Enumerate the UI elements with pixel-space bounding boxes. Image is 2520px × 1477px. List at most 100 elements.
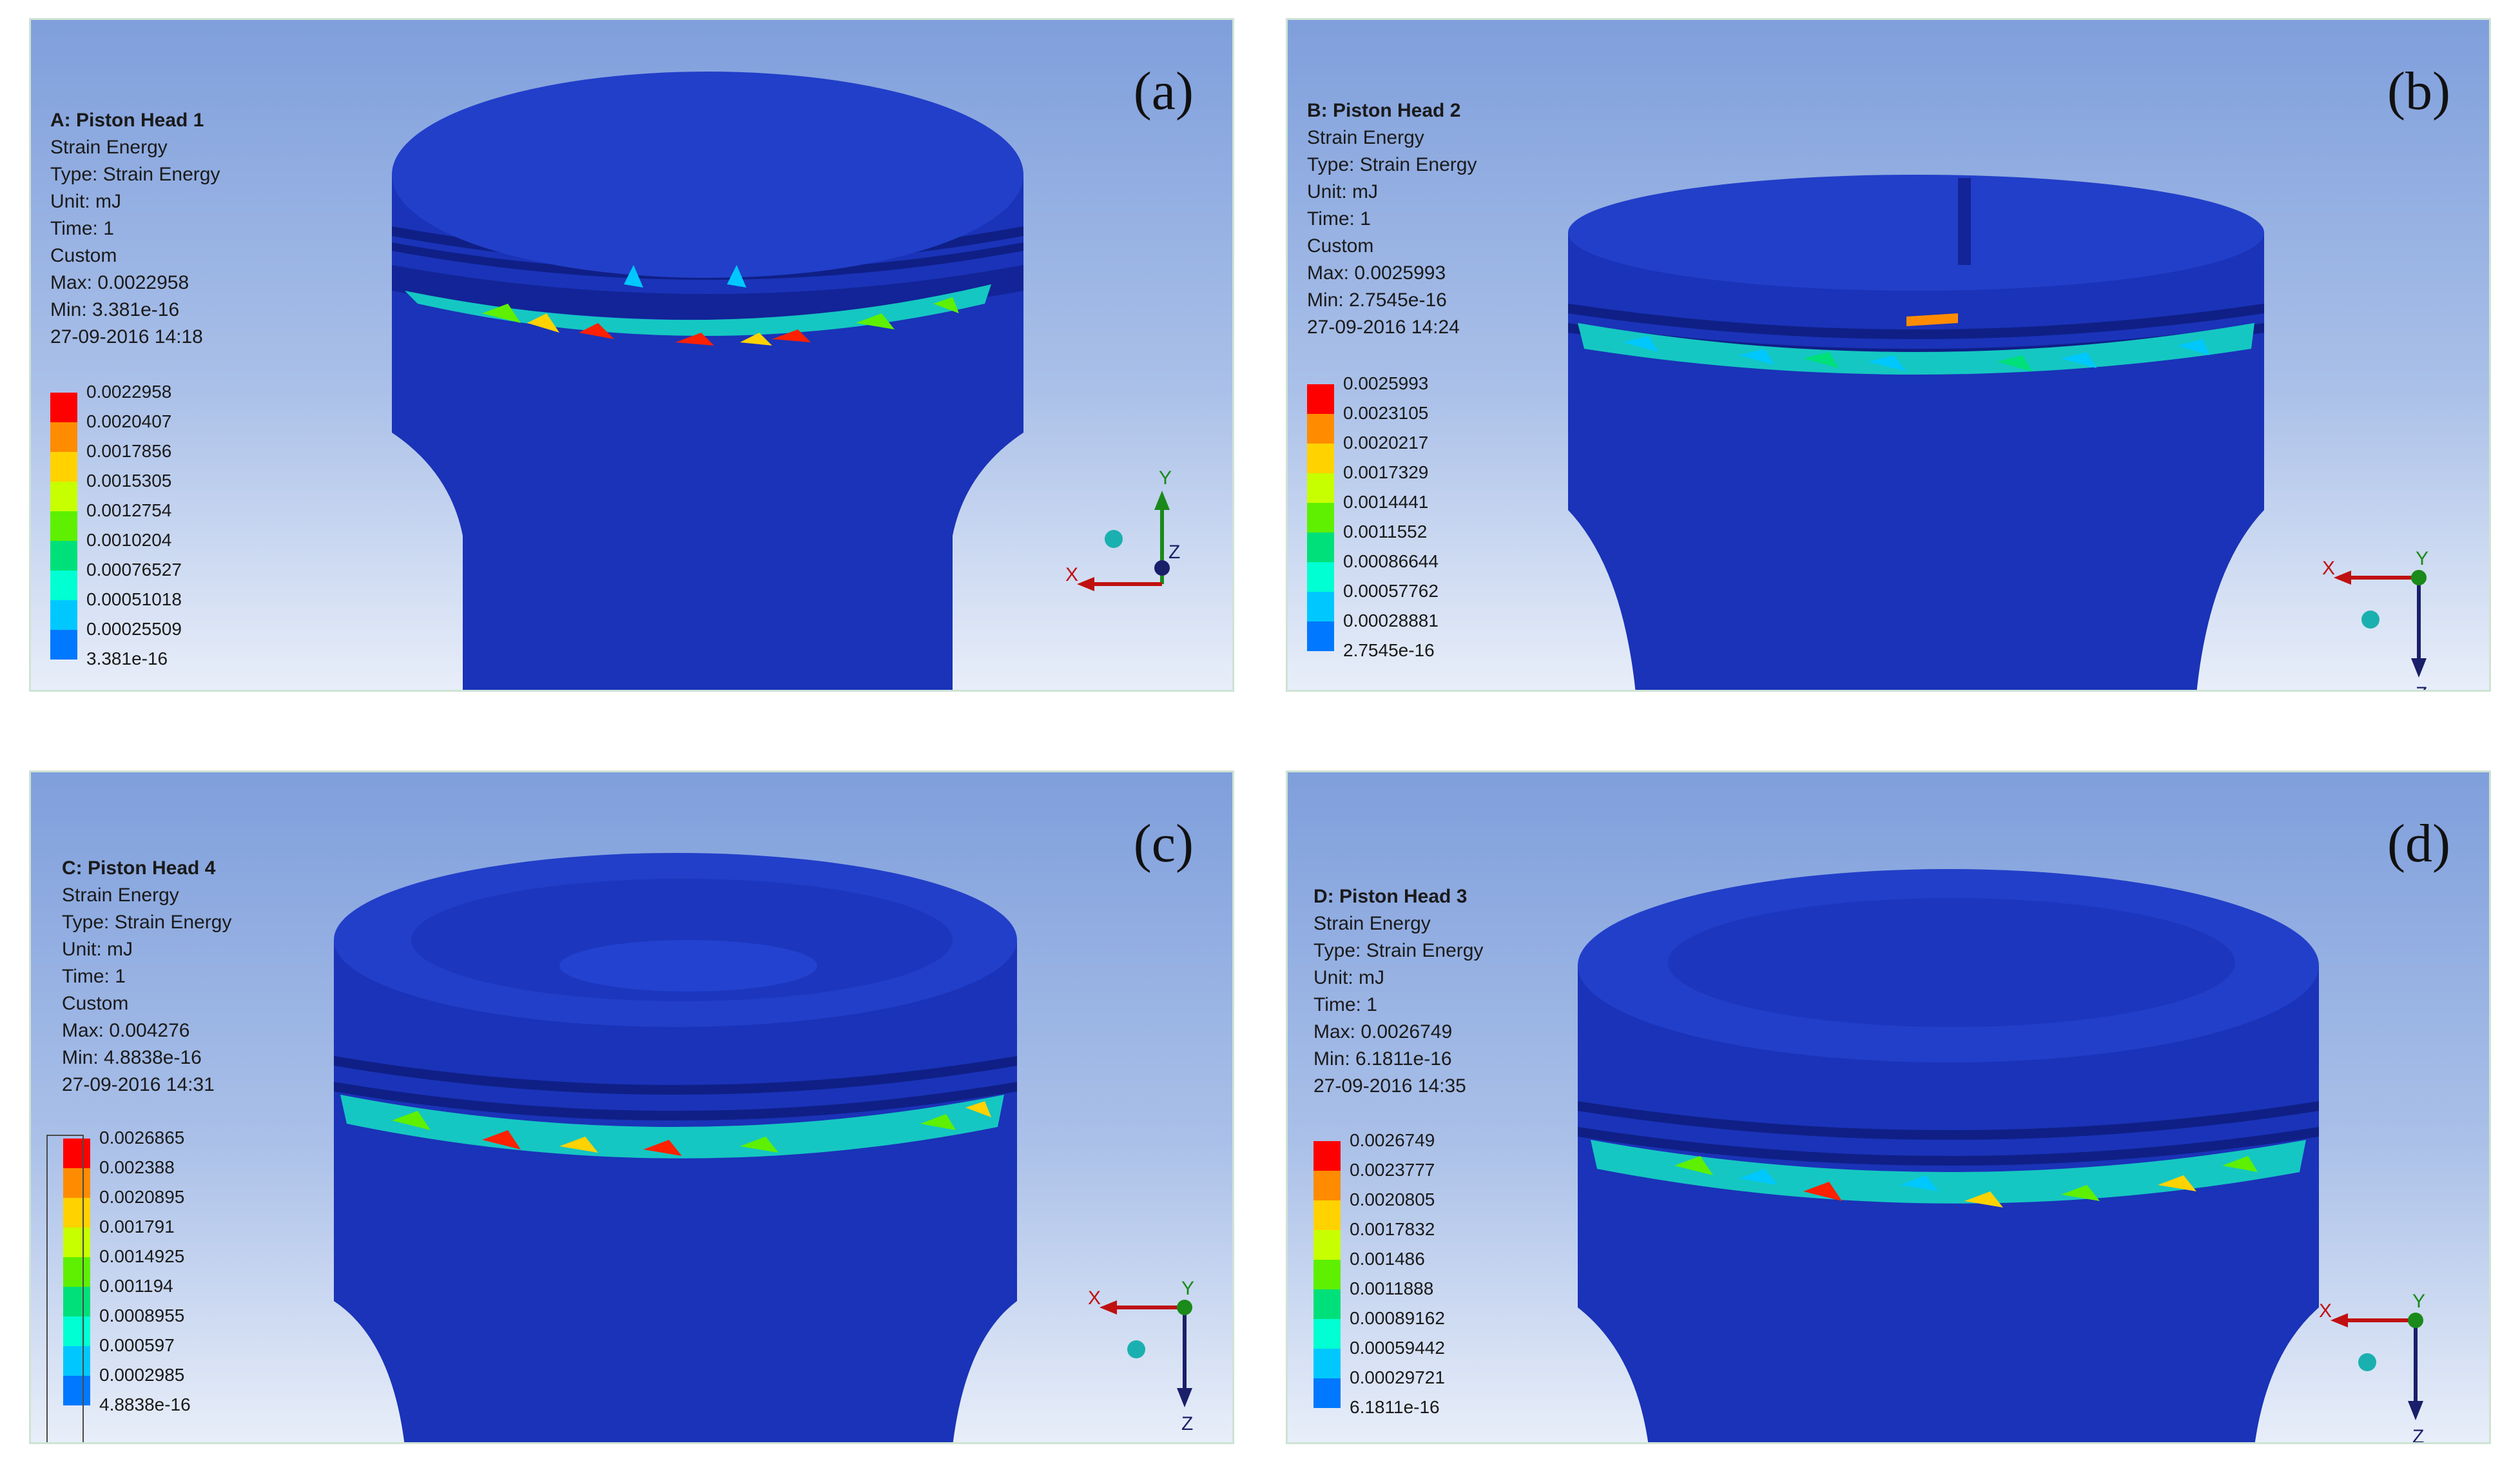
panel-label: (c) [1133,814,1194,874]
legend-value: 0.0012754 [86,500,172,520]
legend-value: 2.7545e-16 [1343,640,1435,660]
legend-swatch [50,630,77,660]
legend-value: 6.1811e-16 [1350,1397,1440,1417]
legend-value: 0.0023777 [1350,1160,1435,1180]
viewport-panel-b[interactable]: (b) B: Piston Head 2 Strain Energy Type:… [1286,18,2491,692]
legend-swatch [1313,1319,1341,1349]
legend-swatch [50,600,77,630]
result-title: B: Piston Head 2 [1307,100,1461,121]
legend-value: 0.00057762 [1343,581,1439,601]
legend-swatch [50,571,77,600]
legend-swatch [1313,1349,1341,1378]
legend-swatch [63,1198,90,1228]
legend-value: 0.001486 [1350,1249,1425,1269]
legend-value: 0.0023105 [1343,403,1429,423]
legend-value: 0.0020805 [1350,1189,1435,1209]
axis-triad[interactable]: Y X Z [2319,1266,2461,1444]
legend-swatch [50,511,77,541]
result-title: C: Piston Head 4 [62,857,216,879]
result-info-line: Min: 4.8838e-16 [62,1047,202,1068]
axis-z-label: Z [1181,1413,1193,1434]
result-info: D: Piston Head 3 Strain Energy Type: Str… [1313,883,1483,1100]
result-info-line: Strain Energy [1307,127,1424,148]
legend-value: 0.0017329 [1343,462,1429,482]
piston-model-a[interactable] [31,20,1234,692]
result-info-line: Unit: mJ [62,939,133,960]
piston-model-c[interactable] [31,772,1234,1444]
legend-value: 0.00089162 [1350,1308,1445,1328]
result-info-line: Time: 1 [1313,994,1377,1015]
legend-swatch [1307,621,1334,651]
viewport-panel-d[interactable]: (d) D: Piston Head 3 Strain Energy Type:… [1286,770,2491,1444]
legend-value: 0.0014925 [99,1246,185,1266]
legend-value: 0.0011552 [1343,522,1428,542]
legend-swatch [1313,1200,1341,1230]
result-info-line: 27-09-2016 14:24 [1307,317,1460,338]
piston-model-b[interactable] [1288,20,2491,692]
result-info-line: Unit: mJ [1307,181,1379,202]
legend-value: 0.002388 [99,1157,175,1177]
axis-z-label: Z [1168,542,1180,563]
legend-swatch [1313,1289,1341,1319]
legend-value: 0.0010204 [86,530,172,550]
axis-y-label: Y [2416,548,2428,569]
legend-swatch [63,1287,90,1316]
axis-x-label: X [2322,558,2335,579]
legend-swatch [63,1139,90,1168]
axis-z-label: Z [2416,683,2427,692]
result-info-line: Min: 3.381e-16 [50,299,180,320]
axis-y-label: Y [1159,467,1172,489]
panel-label: (a) [1133,61,1194,121]
legend-swatch [63,1346,90,1376]
axis-triad[interactable]: Y X Z [1088,1253,1230,1444]
axis-x-label: X [1088,1287,1101,1309]
piston-model-d[interactable] [1288,772,2491,1444]
legend-swatch [63,1257,90,1287]
panel-label: (b) [2387,61,2450,121]
result-info-line: Max: 0.004276 [62,1020,190,1041]
result-info-line: Strain Energy [1313,913,1431,934]
legend-value: 0.00028881 [1343,611,1439,631]
legend-swatch [1307,592,1334,621]
result-info-line: Min: 2.7545e-16 [1307,289,1447,311]
axis-triad[interactable]: Y X Z [2322,523,2464,692]
result-info-line: Time: 1 [62,966,126,987]
panel-label: (d) [2387,814,2450,874]
legend-value: 0.0022958 [86,382,172,402]
legend-swatch [1313,1378,1341,1408]
result-info-line: Type: Strain Energy [1313,940,1484,961]
viewport-panel-a[interactable]: (a) A: Piston Head 1 Strain Energy Type:… [29,18,1234,692]
result-info-line: Strain Energy [50,137,168,158]
legend-value: 0.0002985 [99,1365,185,1385]
result-info: B: Piston Head 2 Strain Energy Type: Str… [1307,97,1477,341]
legend-value: 0.0008955 [99,1306,185,1325]
result-info-line: Time: 1 [50,218,114,239]
result-info: A: Piston Head 1 Strain Energy Type: Str… [50,107,220,351]
legend-value: 0.00051018 [86,589,182,609]
result-title: D: Piston Head 3 [1313,886,1468,907]
legend-swatch [50,452,77,482]
legend-value: 0.000597 [99,1335,175,1355]
legend-swatch [1307,562,1334,592]
axis-triad[interactable]: Y X Z [1065,458,1207,652]
viewport-panel-c[interactable]: (c) C: Piston Head 4 Strain Energy Type:… [29,770,1234,1444]
result-info-line: Strain Energy [62,885,179,906]
legend-swatch [1307,444,1334,473]
legend-value: 0.00059442 [1350,1338,1445,1358]
result-info-line: Custom [62,993,129,1014]
legend-value: 0.0017832 [1350,1219,1435,1239]
legend-value: 0.0015305 [86,471,172,491]
legend-swatch [50,482,77,511]
legend-swatch [1313,1230,1341,1260]
axis-x-label: X [2319,1300,2332,1322]
legend-value: 0.0020407 [86,411,172,431]
legend-swatch [50,541,77,571]
legend-value: 3.381e-16 [86,649,168,669]
result-info-line: Type: Strain Energy [62,912,232,933]
legend-value: 0.00076527 [86,560,182,580]
legend-value: 0.001791 [99,1217,175,1237]
legend-swatch [1307,384,1334,414]
legend-swatch [63,1228,90,1257]
result-info-line: 27-09-2016 14:31 [62,1074,215,1095]
legend-value: 0.00086644 [1343,551,1439,571]
